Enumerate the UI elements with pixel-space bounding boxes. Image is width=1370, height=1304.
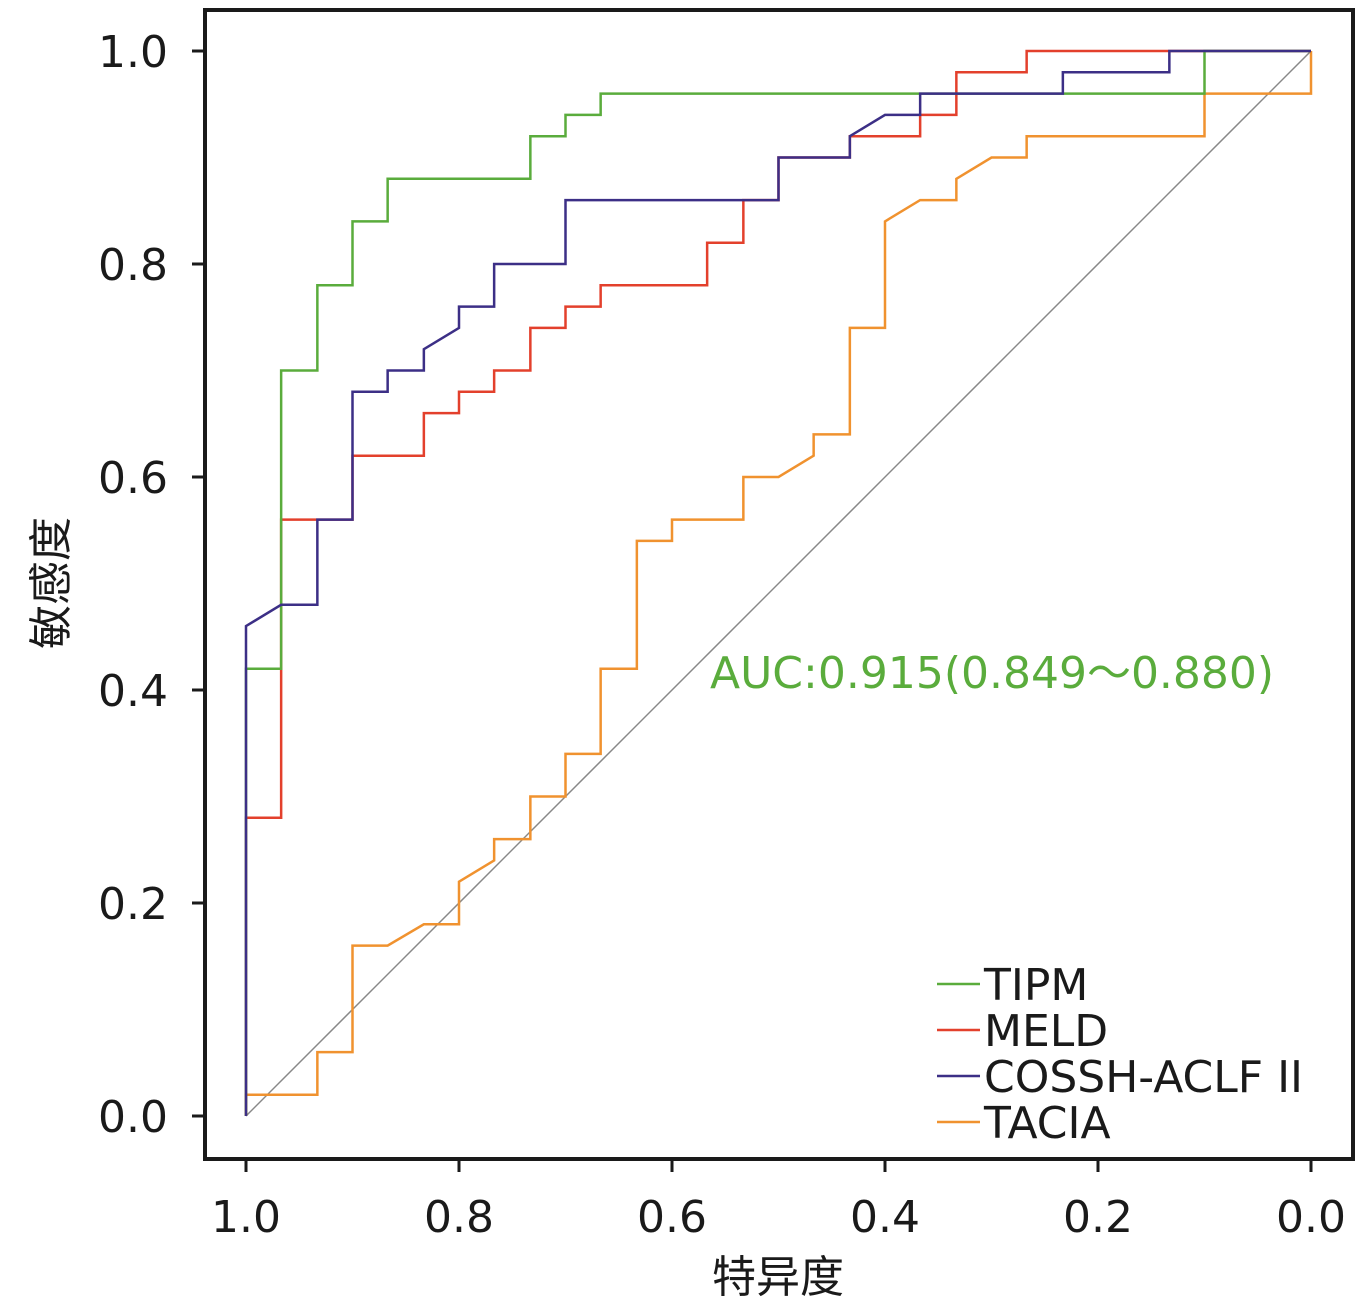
y-tick-label: 0.8 [98, 240, 168, 291]
x-tick-label: 0.6 [637, 1192, 707, 1243]
x-axis-label: 特异度 [712, 1252, 844, 1303]
y-tick-label: 0.4 [98, 666, 168, 717]
reference-diagonal [245, 50, 1312, 1117]
y-axis-label: 敏感度 [26, 517, 77, 649]
roc-curve-tipm [244, 49, 1311, 1116]
roc-curve-meld [244, 49, 1311, 1116]
y-tick-label: 1.0 [98, 27, 168, 78]
x-tick-label: 0.8 [424, 1192, 494, 1243]
y-tick-label: 0.6 [98, 453, 168, 504]
x-tick-label: 0.4 [850, 1192, 920, 1243]
y-tick-label: 0.2 [98, 879, 168, 930]
legend-label: TACIA [983, 1098, 1111, 1149]
roc-curve-tacia [244, 51, 1313, 1116]
annotation-auc: AUC:0.915(0.849～0.880) [710, 648, 1274, 699]
legend-label: COSSH-ACLF II [984, 1052, 1303, 1103]
x-tick-label: 1.0 [211, 1192, 281, 1243]
roc-curve-cossh-aclf-ii [244, 49, 1311, 1116]
plot-frame [203, 8, 1355, 1161]
y-tick-label: 0.0 [98, 1092, 168, 1143]
legend-label: MELD [984, 1006, 1108, 1057]
x-tick-label: 0.0 [1276, 1192, 1346, 1243]
legend-label: TIPM [983, 960, 1088, 1011]
x-tick-label: 0.2 [1063, 1192, 1133, 1243]
